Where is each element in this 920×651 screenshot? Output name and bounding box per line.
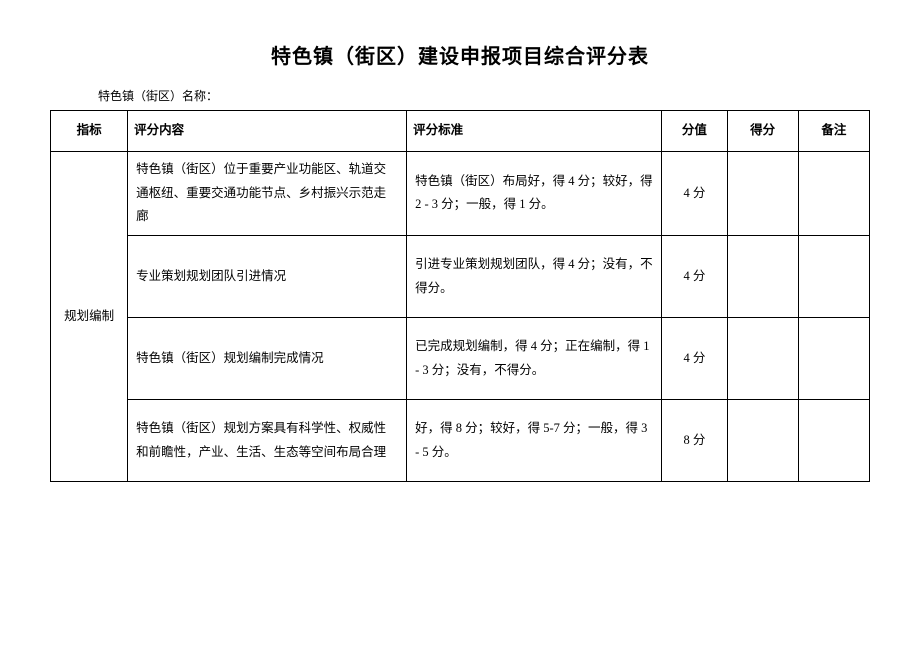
cell-criteria: 好，得 8 分；较好，得 5-7 分；一般，得 3 - 5 分。 <box>407 400 662 482</box>
form-name-label: 特色镇（街区）名称： <box>50 87 870 104</box>
cell-earned <box>727 318 798 400</box>
score-table: 指标 评分内容 评分标准 分值 得分 备注 规划编制 特色镇（街区）位于重要产业… <box>50 110 870 482</box>
cell-criteria: 引进专业策划规划团队，得 4 分；没有，不得分。 <box>407 236 662 318</box>
cell-earned <box>727 151 798 235</box>
cell-criteria: 已完成规划编制，得 4 分；正在编制，得 1 - 3 分；没有，不得分。 <box>407 318 662 400</box>
table-row: 特色镇（街区）规划编制完成情况 已完成规划编制，得 4 分；正在编制，得 1 -… <box>51 318 870 400</box>
cell-content: 特色镇（街区）规划编制完成情况 <box>128 318 407 400</box>
header-indicator: 指标 <box>51 111 128 152</box>
cell-remark <box>798 236 869 318</box>
table-row: 规划编制 特色镇（街区）位于重要产业功能区、轨道交通枢纽、重要交通功能节点、乡村… <box>51 151 870 235</box>
cell-score: 8 分 <box>662 400 727 482</box>
header-score: 分值 <box>662 111 727 152</box>
cell-criteria: 特色镇（街区）布局好，得 4 分；较好，得 2 - 3 分；一般，得 1 分。 <box>407 151 662 235</box>
table-row: 专业策划规划团队引进情况 引进专业策划规划团队，得 4 分；没有，不得分。 4 … <box>51 236 870 318</box>
cell-remark <box>798 400 869 482</box>
cell-earned <box>727 400 798 482</box>
header-content: 评分内容 <box>128 111 407 152</box>
cell-content: 专业策划规划团队引进情况 <box>128 236 407 318</box>
cell-score: 4 分 <box>662 236 727 318</box>
cell-remark <box>798 318 869 400</box>
cell-content: 特色镇（街区）规划方案具有科学性、权威性和前瞻性，产业、生活、生态等空间布局合理 <box>128 400 407 482</box>
header-criteria: 评分标准 <box>407 111 662 152</box>
header-earned: 得分 <box>727 111 798 152</box>
cell-content: 特色镇（街区）位于重要产业功能区、轨道交通枢纽、重要交通功能节点、乡村振兴示范走… <box>128 151 407 235</box>
table-header-row: 指标 评分内容 评分标准 分值 得分 备注 <box>51 111 870 152</box>
header-remark: 备注 <box>798 111 869 152</box>
cell-score: 4 分 <box>662 151 727 235</box>
page-title: 特色镇（街区）建设申报项目综合评分表 <box>50 40 870 69</box>
cell-earned <box>727 236 798 318</box>
indicator-group-cell: 规划编制 <box>51 151 128 481</box>
cell-score: 4 分 <box>662 318 727 400</box>
cell-remark <box>798 151 869 235</box>
table-row: 特色镇（街区）规划方案具有科学性、权威性和前瞻性，产业、生活、生态等空间布局合理… <box>51 400 870 482</box>
